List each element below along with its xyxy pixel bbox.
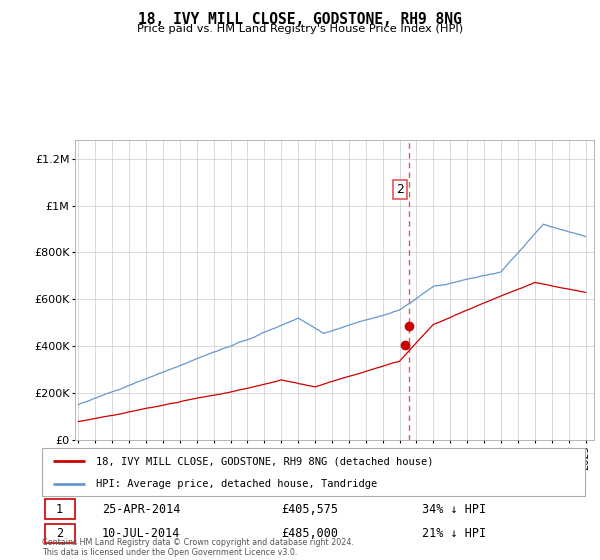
FancyBboxPatch shape bbox=[45, 524, 74, 543]
Text: £485,000: £485,000 bbox=[281, 526, 338, 540]
Text: Contains HM Land Registry data © Crown copyright and database right 2024.
This d: Contains HM Land Registry data © Crown c… bbox=[42, 538, 354, 557]
Text: £405,575: £405,575 bbox=[281, 502, 338, 516]
Text: 25-APR-2014: 25-APR-2014 bbox=[102, 502, 180, 516]
Text: 18, IVY MILL CLOSE, GODSTONE, RH9 8NG (detached house): 18, IVY MILL CLOSE, GODSTONE, RH9 8NG (d… bbox=[97, 456, 434, 466]
Text: 2: 2 bbox=[396, 183, 404, 195]
Text: 18, IVY MILL CLOSE, GODSTONE, RH9 8NG: 18, IVY MILL CLOSE, GODSTONE, RH9 8NG bbox=[138, 12, 462, 27]
Text: Price paid vs. HM Land Registry's House Price Index (HPI): Price paid vs. HM Land Registry's House … bbox=[137, 24, 463, 34]
Text: 10-JUL-2014: 10-JUL-2014 bbox=[102, 526, 180, 540]
Text: 21% ↓ HPI: 21% ↓ HPI bbox=[422, 526, 486, 540]
Text: 34% ↓ HPI: 34% ↓ HPI bbox=[422, 502, 486, 516]
Text: 1: 1 bbox=[56, 502, 63, 516]
Text: 2: 2 bbox=[56, 526, 63, 540]
FancyBboxPatch shape bbox=[42, 448, 585, 496]
Text: HPI: Average price, detached house, Tandridge: HPI: Average price, detached house, Tand… bbox=[97, 479, 377, 489]
FancyBboxPatch shape bbox=[45, 500, 74, 519]
